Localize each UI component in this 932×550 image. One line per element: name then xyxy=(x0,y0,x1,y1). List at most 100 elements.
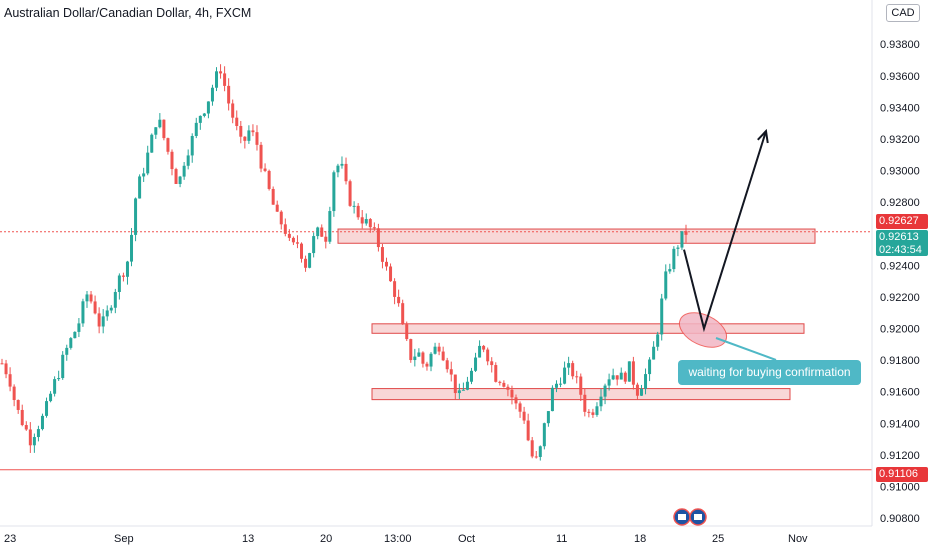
candle-body xyxy=(623,372,627,382)
price-tick-label: 0.91600 xyxy=(880,387,920,399)
candle-body xyxy=(583,394,587,412)
candle-body xyxy=(178,176,182,184)
price-tick-label: 0.91400 xyxy=(880,418,920,430)
candle-body xyxy=(231,103,235,118)
candle-body xyxy=(368,219,372,228)
candle-body xyxy=(182,165,186,177)
candle-body xyxy=(291,237,295,243)
candle-body xyxy=(393,281,397,297)
candle-body xyxy=(73,331,77,339)
time-tick-label: 18 xyxy=(634,533,646,545)
candle-body xyxy=(348,181,352,206)
bar-countdown: 02:43:54 xyxy=(879,244,922,256)
price-tick-label: 0.91000 xyxy=(880,482,920,494)
candle-body xyxy=(571,363,575,377)
candle-body xyxy=(639,388,643,396)
candle-body xyxy=(461,389,465,391)
candle-body xyxy=(97,313,101,327)
projection-path[interactable] xyxy=(683,130,767,333)
candles-layer xyxy=(0,64,688,461)
candle-body xyxy=(304,258,308,268)
candle-body xyxy=(57,378,61,380)
price-axis[interactable]: 0.93800 0.93600 0.93400 0.93200 0.93000 0.928… xyxy=(880,39,920,525)
time-axis[interactable]: 23 Sep 13 20 13:00 Oct 11 18 25 Nov xyxy=(4,533,808,545)
candle-body xyxy=(45,401,49,416)
candle-body xyxy=(134,198,138,235)
candle-body xyxy=(194,122,198,136)
candle-body xyxy=(113,291,117,308)
candle-body xyxy=(308,253,312,268)
price-tick-label: 0.92800 xyxy=(880,197,920,209)
candle-body xyxy=(506,386,510,390)
candle-body xyxy=(247,130,251,141)
candle-body xyxy=(77,323,81,332)
flag-icon-inner xyxy=(678,514,686,520)
candle-body xyxy=(287,233,291,238)
current-price-value: 0.92613 xyxy=(879,231,919,243)
candle-body xyxy=(283,224,287,234)
candle-body xyxy=(61,354,65,379)
zone-resistance[interactable] xyxy=(337,228,816,244)
candle-body xyxy=(275,204,279,212)
candle-body xyxy=(684,231,688,235)
candle-body xyxy=(469,370,473,382)
candle-body xyxy=(607,379,611,386)
candle-body xyxy=(312,236,316,254)
candle-body xyxy=(631,361,635,385)
candle-body xyxy=(65,347,69,355)
candle-body xyxy=(219,71,223,74)
zone-mid[interactable] xyxy=(371,323,805,334)
candle-body xyxy=(186,155,190,166)
candle-body xyxy=(190,135,194,156)
candle-body xyxy=(215,71,219,88)
currency-badge[interactable]: CAD xyxy=(886,4,920,22)
candle-body xyxy=(502,382,506,387)
candle-body xyxy=(340,163,344,166)
highlight-ellipse[interactable] xyxy=(674,306,732,354)
candle-body xyxy=(542,423,546,447)
price-tick-label: 0.91200 xyxy=(880,450,920,462)
candle-body xyxy=(121,275,125,277)
time-tick-label: 11 xyxy=(556,533,567,545)
candle-body xyxy=(635,384,639,396)
candle-body xyxy=(457,390,461,394)
candle-body xyxy=(514,397,518,404)
candle-body xyxy=(271,188,275,205)
candle-body xyxy=(372,227,376,229)
event-icons[interactable] xyxy=(672,508,712,528)
candle-body xyxy=(380,247,384,262)
candle-body xyxy=(158,119,162,128)
candle-body xyxy=(538,446,542,457)
candle-body xyxy=(154,127,158,135)
annotation-callout[interactable]: waiting for buying confirmation xyxy=(678,360,861,385)
projection-arrowhead xyxy=(757,128,769,144)
candle-body xyxy=(672,248,676,270)
candle-body xyxy=(198,115,202,123)
candle-body xyxy=(267,170,271,189)
candle-body xyxy=(441,351,445,361)
price-tick-label: 0.92000 xyxy=(880,324,920,336)
time-tick-label: Sep xyxy=(114,533,134,545)
candle-body xyxy=(575,376,579,378)
time-tick-label: 20 xyxy=(320,533,332,545)
time-tick-label: 23 xyxy=(4,533,16,545)
candle-body xyxy=(300,243,304,259)
candle-body xyxy=(591,412,595,415)
candle-body xyxy=(526,420,530,441)
candle-body xyxy=(235,117,239,126)
candle-body xyxy=(109,307,113,311)
candle-body xyxy=(279,211,283,225)
candle-body xyxy=(255,132,259,145)
candle-body xyxy=(554,383,558,388)
candle-body xyxy=(546,411,550,424)
candle-body xyxy=(352,205,356,207)
price-tick-label: 0.93200 xyxy=(880,134,920,146)
candle-body xyxy=(360,217,364,224)
candle-body xyxy=(93,301,97,314)
candle-body xyxy=(336,165,340,173)
candle-body xyxy=(328,211,332,242)
candle-body xyxy=(332,172,336,212)
candle-body xyxy=(251,130,255,133)
time-tick-label: 13 xyxy=(242,533,254,545)
